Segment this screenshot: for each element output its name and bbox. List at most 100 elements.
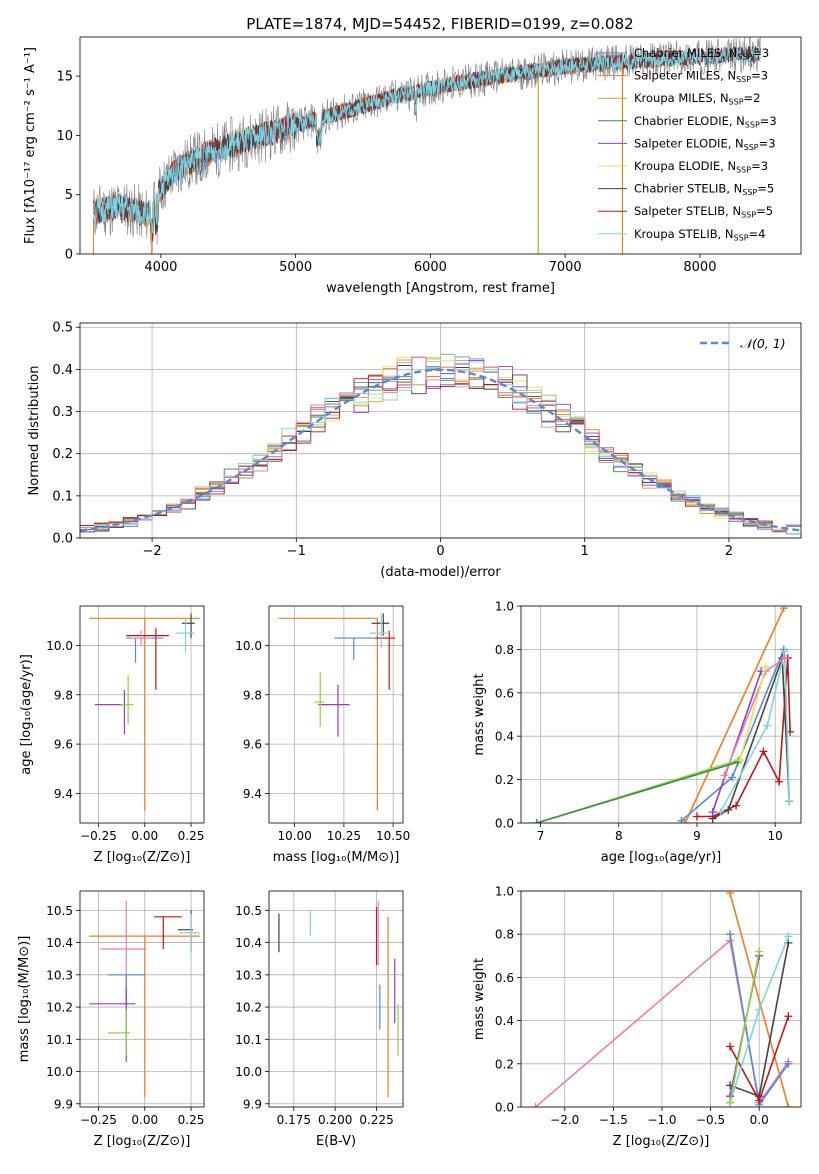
legend-label: Kroupa STELIB, NSSP=4 [634,227,765,243]
x-tick-label: 8000 [683,260,716,275]
x-tick-label: 2 [725,544,733,559]
y-tick-label: 10.1 [46,1033,73,1047]
weight-marker [726,891,735,898]
weight-marker [716,808,725,817]
legend-label: Chabrier STELIB, NSSP=5 [634,182,774,198]
y-tick-label: 0.0 [495,817,514,831]
chart-age-vs-z: −0.25 0.00 0.25 9.4 9.6 9.8 10.0 Z [log₁₀(Z/Z⊙)… [19,605,205,865]
plot-area [278,613,396,811]
legend-label: Salpeter STELIB, NSSP=5 [634,204,773,220]
weight-line [711,670,762,813]
x-tick-label: −2 [143,544,162,559]
axes-frame [79,890,205,1108]
chart-residuals: −2 −1 0 1 2 0.0 0.1 0.2 0.3 0.4 0.5 (data-model)/er… [27,321,802,580]
weight-marker [780,654,789,663]
x-axis-label: mass [log₁₀(M/M⊙)] [273,850,400,865]
weight-line [739,666,767,761]
legend-label: Kroupa ELODIE, NSSP=3 [634,159,768,175]
axes-frame [268,890,404,1108]
y-axis-label: Flux [fλ10⁻¹⁷ erg cm⁻² s⁻¹ A⁻¹] [23,47,38,244]
x-tick-label: 10.00 [277,829,311,843]
weight-marker [720,771,729,780]
chart-weight-vs-z: −2.0 −1.5 −1.0 −0.5 0.0 0.0 0.2 0.4 0.6 0.8 1.0 Z [… [472,885,802,1149]
legend-label: Kroupa MILES, NSSP=2 [634,91,760,107]
y-tick-label: 1.0 [495,600,514,614]
x-tick-label: −1.5 [599,1113,628,1127]
histogram-step-line [80,353,801,533]
x-tick-label: 0.225 [359,1113,393,1127]
y-tick-label: 9.6 [243,738,262,752]
y-tick-label: 9.8 [54,688,73,702]
x-tick-label: 0.25 [178,1113,205,1127]
y-tick-label: 15 [56,70,73,85]
x-tick-label: −0.5 [696,1113,725,1127]
x-tick-label: 8 [615,829,623,843]
plot-area [532,606,795,823]
weight-marker [726,930,735,939]
y-tick-label: 0.6 [495,686,514,700]
axes-frame [79,605,205,824]
y-tick-label: 9.4 [54,787,73,801]
y-tick-label: 0.4 [495,730,514,744]
x-tick-label: 4000 [144,260,177,275]
x-tick-label: 0.00 [131,1113,158,1127]
legend-label: Chabrier MILES, NSSP=3 [634,46,769,62]
x-tick-label: 10.25 [327,829,361,843]
y-tick-label: 10.2 [235,1001,262,1015]
weight-marker [728,773,737,782]
weight-line [684,607,785,823]
weight-marker [784,932,793,941]
x-tick-label: 5000 [279,260,312,275]
y-tick-label: 0.2 [52,447,73,462]
weight-line [536,761,738,823]
plot-area [89,613,201,811]
x-tick-label: 0.25 [178,829,205,843]
y-tick-label: 10.4 [46,936,73,950]
weight-line [697,658,791,818]
plot-area [92,37,761,254]
weight-marker [732,801,741,810]
legend-label: Salpeter MILES, NSSP=3 [634,69,768,85]
x-tick-label: −1.0 [647,1113,676,1127]
plot-area [278,900,399,1098]
y-tick-label: 10.0 [235,639,262,653]
weight-marker [763,721,772,730]
y-tick-label: 10.0 [46,639,73,653]
weight-line [729,892,790,1107]
y-tick-label: 10.1 [235,1033,262,1047]
y-tick-label: 0.5 [52,321,73,336]
x-tick-label: 9 [693,829,701,843]
weight-marker [779,606,788,613]
chart-weight-vs-age: 7 8 9 10 0.0 0.2 0.4 0.6 0.8 1.0 age [log₁₀(age/yr… [472,600,802,865]
weight-marker [784,1103,793,1107]
y-tick-label: 10.4 [235,936,262,950]
y-tick-label: 9.9 [54,1097,73,1111]
x-tick-label: −2.0 [550,1113,579,1127]
y-tick-label: 10.0 [235,1065,262,1079]
legend: 𝒩(0, 1) [700,336,786,351]
axes-frame [268,605,404,824]
weight-marker [784,1059,793,1068]
chart-age-vs-mass: 10.00 10.25 10.50 9.4 9.6 9.8 10.0 mass [log₁₀(… [235,605,410,865]
weight-line [719,651,791,813]
histogram-step-line [80,356,801,533]
plot-area [80,353,801,535]
legend-label: 𝒩(0, 1) [740,336,786,351]
y-tick-label: 0.2 [495,1057,514,1071]
y-axis-label: mass weight [472,958,487,1040]
weight-line [729,951,760,1103]
x-axis-label: Z [log₁₀(Z/Z⊙)] [94,850,191,865]
y-tick-label: 0.8 [495,643,514,657]
y-tick-label: 10.2 [46,1001,73,1015]
axes-frame [520,605,802,824]
y-tick-label: 10 [56,129,73,144]
y-axis-label: age [log₁₀(age/yr)] [19,654,34,775]
x-axis-label: Z [log₁₀(Z/Z⊙)] [613,1134,710,1149]
weight-marker [692,812,701,821]
weight-marker [784,1012,793,1021]
weight-marker [759,747,768,756]
weight-marker [755,947,764,956]
weight-marker [726,1098,735,1107]
legend: Chabrier MILES, NSSP=3 Salpeter MILES, NS… [598,46,777,242]
